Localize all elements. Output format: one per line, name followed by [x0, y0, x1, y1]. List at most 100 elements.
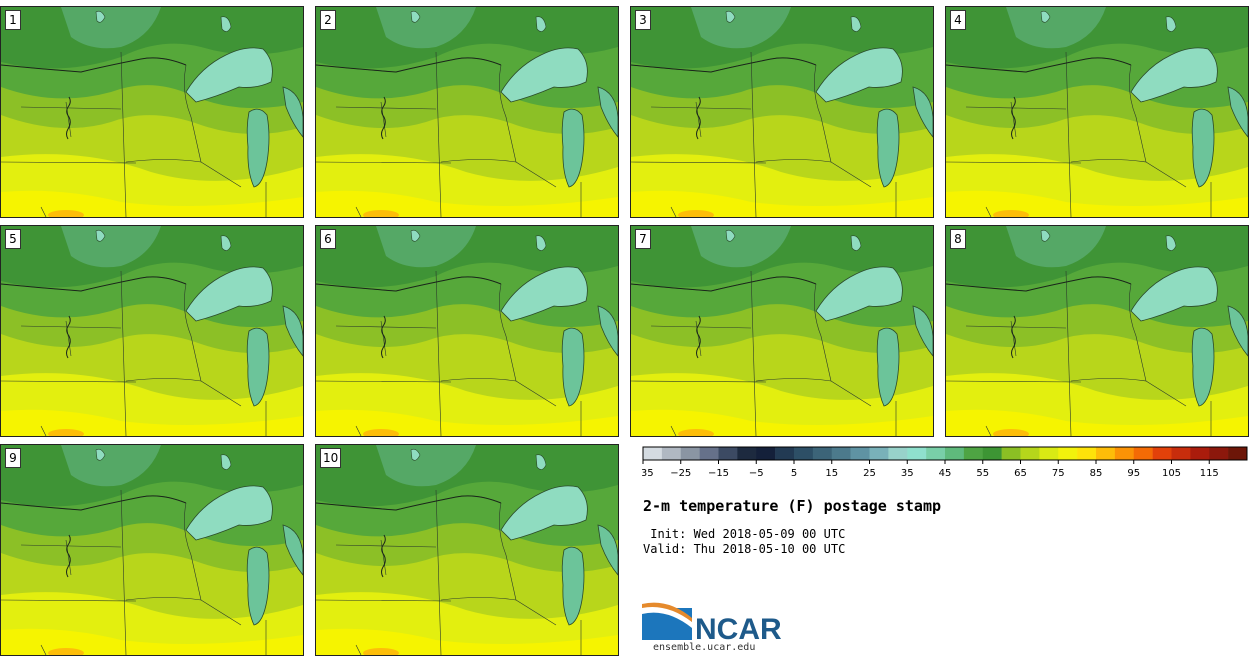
panel-number-8: 8: [950, 229, 966, 249]
lake-huron: [282, 86, 303, 138]
red-river: [1011, 96, 1016, 140]
lake-nipigon: [535, 454, 547, 470]
state-border: [65, 320, 72, 357]
state-border: [435, 489, 442, 655]
colorbar-bin: [982, 447, 1002, 460]
state-border: [316, 599, 452, 602]
red-river: [381, 96, 386, 140]
lake-superior: [815, 47, 903, 103]
temperature-map-8: [946, 226, 1248, 436]
international-border: [316, 276, 502, 292]
international-border: [1, 57, 187, 73]
temp-band-cool-north: [1006, 7, 1106, 49]
lake-superior: [500, 47, 588, 103]
stamp-panel-9: 9: [0, 444, 304, 656]
colorbar-bin: [926, 447, 946, 460]
lake-huron: [597, 305, 618, 357]
red-river: [66, 534, 71, 578]
lake-michigan: [246, 108, 270, 188]
state-border: [200, 161, 242, 188]
temp-band-cool-north: [61, 7, 161, 49]
lake-michigan: [1191, 327, 1215, 407]
state-border: [440, 378, 517, 382]
lake-michigan: [876, 327, 900, 407]
lake-michigan: [561, 327, 585, 407]
panel-number-6: 6: [320, 229, 336, 249]
state-border: [440, 597, 517, 601]
lake-superior: [185, 266, 273, 322]
colorbar-tick-label: 65: [1014, 468, 1027, 479]
colorbar-tick-label: 95: [1127, 468, 1140, 479]
lake-superior: [185, 485, 273, 541]
init-time: Init: Wed 2018-05-09 00 UTC: [643, 527, 846, 541]
panel-number-1: 1: [5, 10, 21, 30]
colorbar-bin: [812, 447, 833, 460]
temperature-map-5: [1, 226, 303, 436]
temperature-map-2: [316, 7, 618, 217]
lake-michigan: [561, 546, 585, 626]
temp-warm-spot: [363, 429, 399, 436]
colorbar-tick-label: 115: [1200, 468, 1219, 479]
lake-winnipeg: [410, 229, 421, 242]
international-border: [316, 495, 502, 511]
state-border: [20, 325, 122, 329]
colorbar-bin: [718, 447, 738, 460]
state-border: [1145, 380, 1187, 407]
state-border: [380, 539, 387, 576]
state-border: [814, 64, 832, 163]
lake-superior: [815, 266, 903, 322]
state-border: [125, 378, 202, 382]
lake-winnipeg: [95, 10, 106, 23]
lake-michigan: [246, 327, 270, 407]
stamp-panel-1: 1: [0, 6, 304, 218]
red-river: [1011, 315, 1016, 359]
colorbar-bin: [1133, 447, 1153, 460]
red-river: [66, 315, 71, 359]
temp-band-bright-yellow: [1, 409, 303, 436]
stamp-panel-6: 6: [315, 225, 619, 437]
state-border: [946, 380, 1082, 383]
colorbar-bin: [1152, 447, 1172, 460]
panel-number-5: 5: [5, 229, 21, 249]
lake-winnipeg: [95, 229, 106, 242]
lake-huron: [912, 86, 933, 138]
red-river: [696, 96, 701, 140]
temperature-map-7: [631, 226, 933, 436]
colorbar-bin: [1209, 447, 1229, 460]
colorbar-bin: [1058, 447, 1078, 460]
colorbar-bin: [1001, 447, 1021, 460]
temp-band-bright-yellow: [631, 190, 933, 217]
stamp-panel-3: 3: [630, 6, 934, 218]
state-border: [40, 425, 47, 436]
colorbar-bin: [756, 447, 776, 460]
state-border: [515, 161, 557, 188]
colorbar-bin: [1039, 447, 1059, 460]
state-border: [755, 159, 832, 163]
colorbar-tick-label: 45: [939, 468, 952, 479]
colorbar-bin: [869, 447, 889, 460]
ncar-logo-swoosh-white: [642, 605, 692, 628]
state-border: [40, 206, 47, 217]
lake-huron: [282, 305, 303, 357]
colorbar-bin: [1171, 447, 1191, 460]
colorbar-bin: [963, 447, 984, 460]
colorbar-bin: [775, 447, 795, 460]
colorbar-bin: [850, 447, 870, 460]
lake-nipigon: [1165, 16, 1177, 32]
stamp-panel-7: 7: [630, 225, 934, 437]
temp-band-bright-yellow: [631, 409, 933, 436]
lake-michigan: [561, 108, 585, 188]
ensemble-url[interactable]: ensemble.ucar.edu: [653, 642, 756, 653]
state-border: [355, 206, 362, 217]
lake-winnipeg: [410, 448, 421, 461]
state-border: [1145, 161, 1187, 188]
state-border: [65, 539, 72, 576]
colorbar-tick-label: 55: [976, 468, 989, 479]
lake-nipigon: [220, 454, 232, 470]
temp-warm-spot: [678, 429, 714, 436]
ncar-logo: NCAR: [642, 602, 782, 642]
colorbar-bin: [643, 447, 663, 460]
temp-band-bright-yellow: [316, 409, 618, 436]
temp-warm-spot: [363, 648, 399, 655]
state-border: [695, 320, 702, 357]
